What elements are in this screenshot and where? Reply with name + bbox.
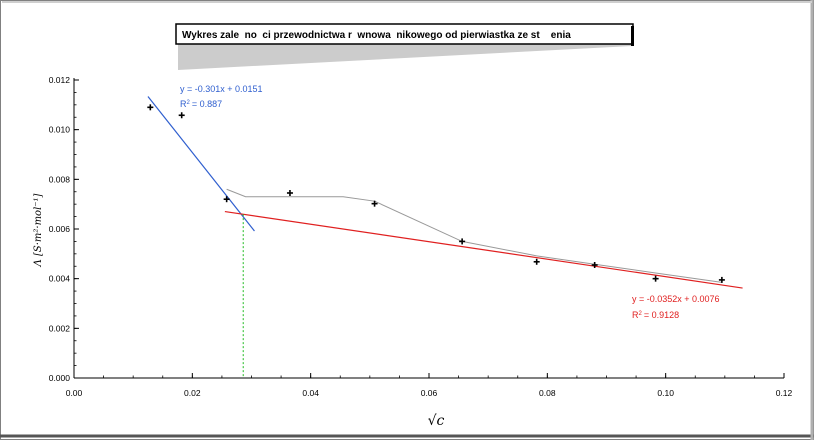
red-trendline-r2-value: = 0.9128 bbox=[644, 310, 679, 320]
data-connector-line bbox=[226, 188, 722, 283]
red-trendline-r2: R2 = 0.9128 bbox=[632, 310, 679, 320]
x-tick-label: 0.06 bbox=[421, 388, 438, 398]
data-point bbox=[533, 258, 540, 265]
data-point bbox=[178, 112, 185, 119]
x-tick-label: 0.04 bbox=[302, 388, 319, 398]
x-tick-label: 0.02 bbox=[184, 388, 201, 398]
y-tick-label: 0.012 bbox=[49, 75, 71, 85]
axes: 0.000 0.002 0.004 0.006 0.008 0.010 0.012 0.00 0… bbox=[49, 75, 793, 398]
data-point bbox=[652, 275, 659, 282]
y-axis-label: Λ [S·m²·mol⁻¹] bbox=[33, 193, 44, 267]
red-trendline-equation: y = -0.0352x + 0.0076 bbox=[632, 294, 720, 304]
data-point bbox=[147, 104, 154, 111]
x-tick-label: 0.10 bbox=[657, 388, 674, 398]
y-tick-label: 0.002 bbox=[49, 323, 71, 333]
data-point bbox=[718, 276, 725, 283]
y-tick-label: 0.006 bbox=[49, 224, 71, 234]
y-tick-label: 0.010 bbox=[49, 125, 71, 135]
red-trendline bbox=[224, 210, 743, 289]
blue-trendline-r2: R2 = 0.887 bbox=[180, 99, 222, 109]
x-tick-label: 0.00 bbox=[66, 388, 83, 398]
x-tick-label: 0.08 bbox=[539, 388, 556, 398]
data-point bbox=[286, 189, 293, 196]
x-axis-label: √c bbox=[428, 413, 445, 429]
data-point bbox=[223, 196, 230, 203]
title-box-shadow bbox=[631, 26, 634, 46]
x-tick-label: 0.12 bbox=[776, 388, 793, 398]
blue-trendline bbox=[147, 96, 255, 232]
blue-trendline-equation: y = -0.301x + 0.0151 bbox=[180, 84, 263, 94]
title-callout-shadow bbox=[178, 42, 632, 70]
chart-marks bbox=[147, 96, 743, 378]
y-tick-label: 0.008 bbox=[49, 174, 71, 184]
data-point bbox=[459, 238, 466, 245]
chart-title: Wykres zale no ci przewodnictwa r wnowa … bbox=[182, 30, 571, 41]
data-point bbox=[591, 262, 598, 269]
y-tick-label: 0.000 bbox=[49, 373, 71, 383]
y-tick-label: 0.004 bbox=[49, 274, 71, 284]
blue-trendline-r2-value: = 0.887 bbox=[192, 99, 222, 109]
data-point bbox=[371, 200, 378, 207]
